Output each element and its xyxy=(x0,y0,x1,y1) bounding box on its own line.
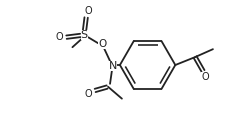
Text: O: O xyxy=(84,6,92,16)
Text: O: O xyxy=(56,32,63,42)
Text: O: O xyxy=(84,89,92,99)
Text: S: S xyxy=(81,30,88,40)
Text: O: O xyxy=(201,72,209,82)
Text: N: N xyxy=(109,61,117,71)
Text: O: O xyxy=(98,39,106,49)
